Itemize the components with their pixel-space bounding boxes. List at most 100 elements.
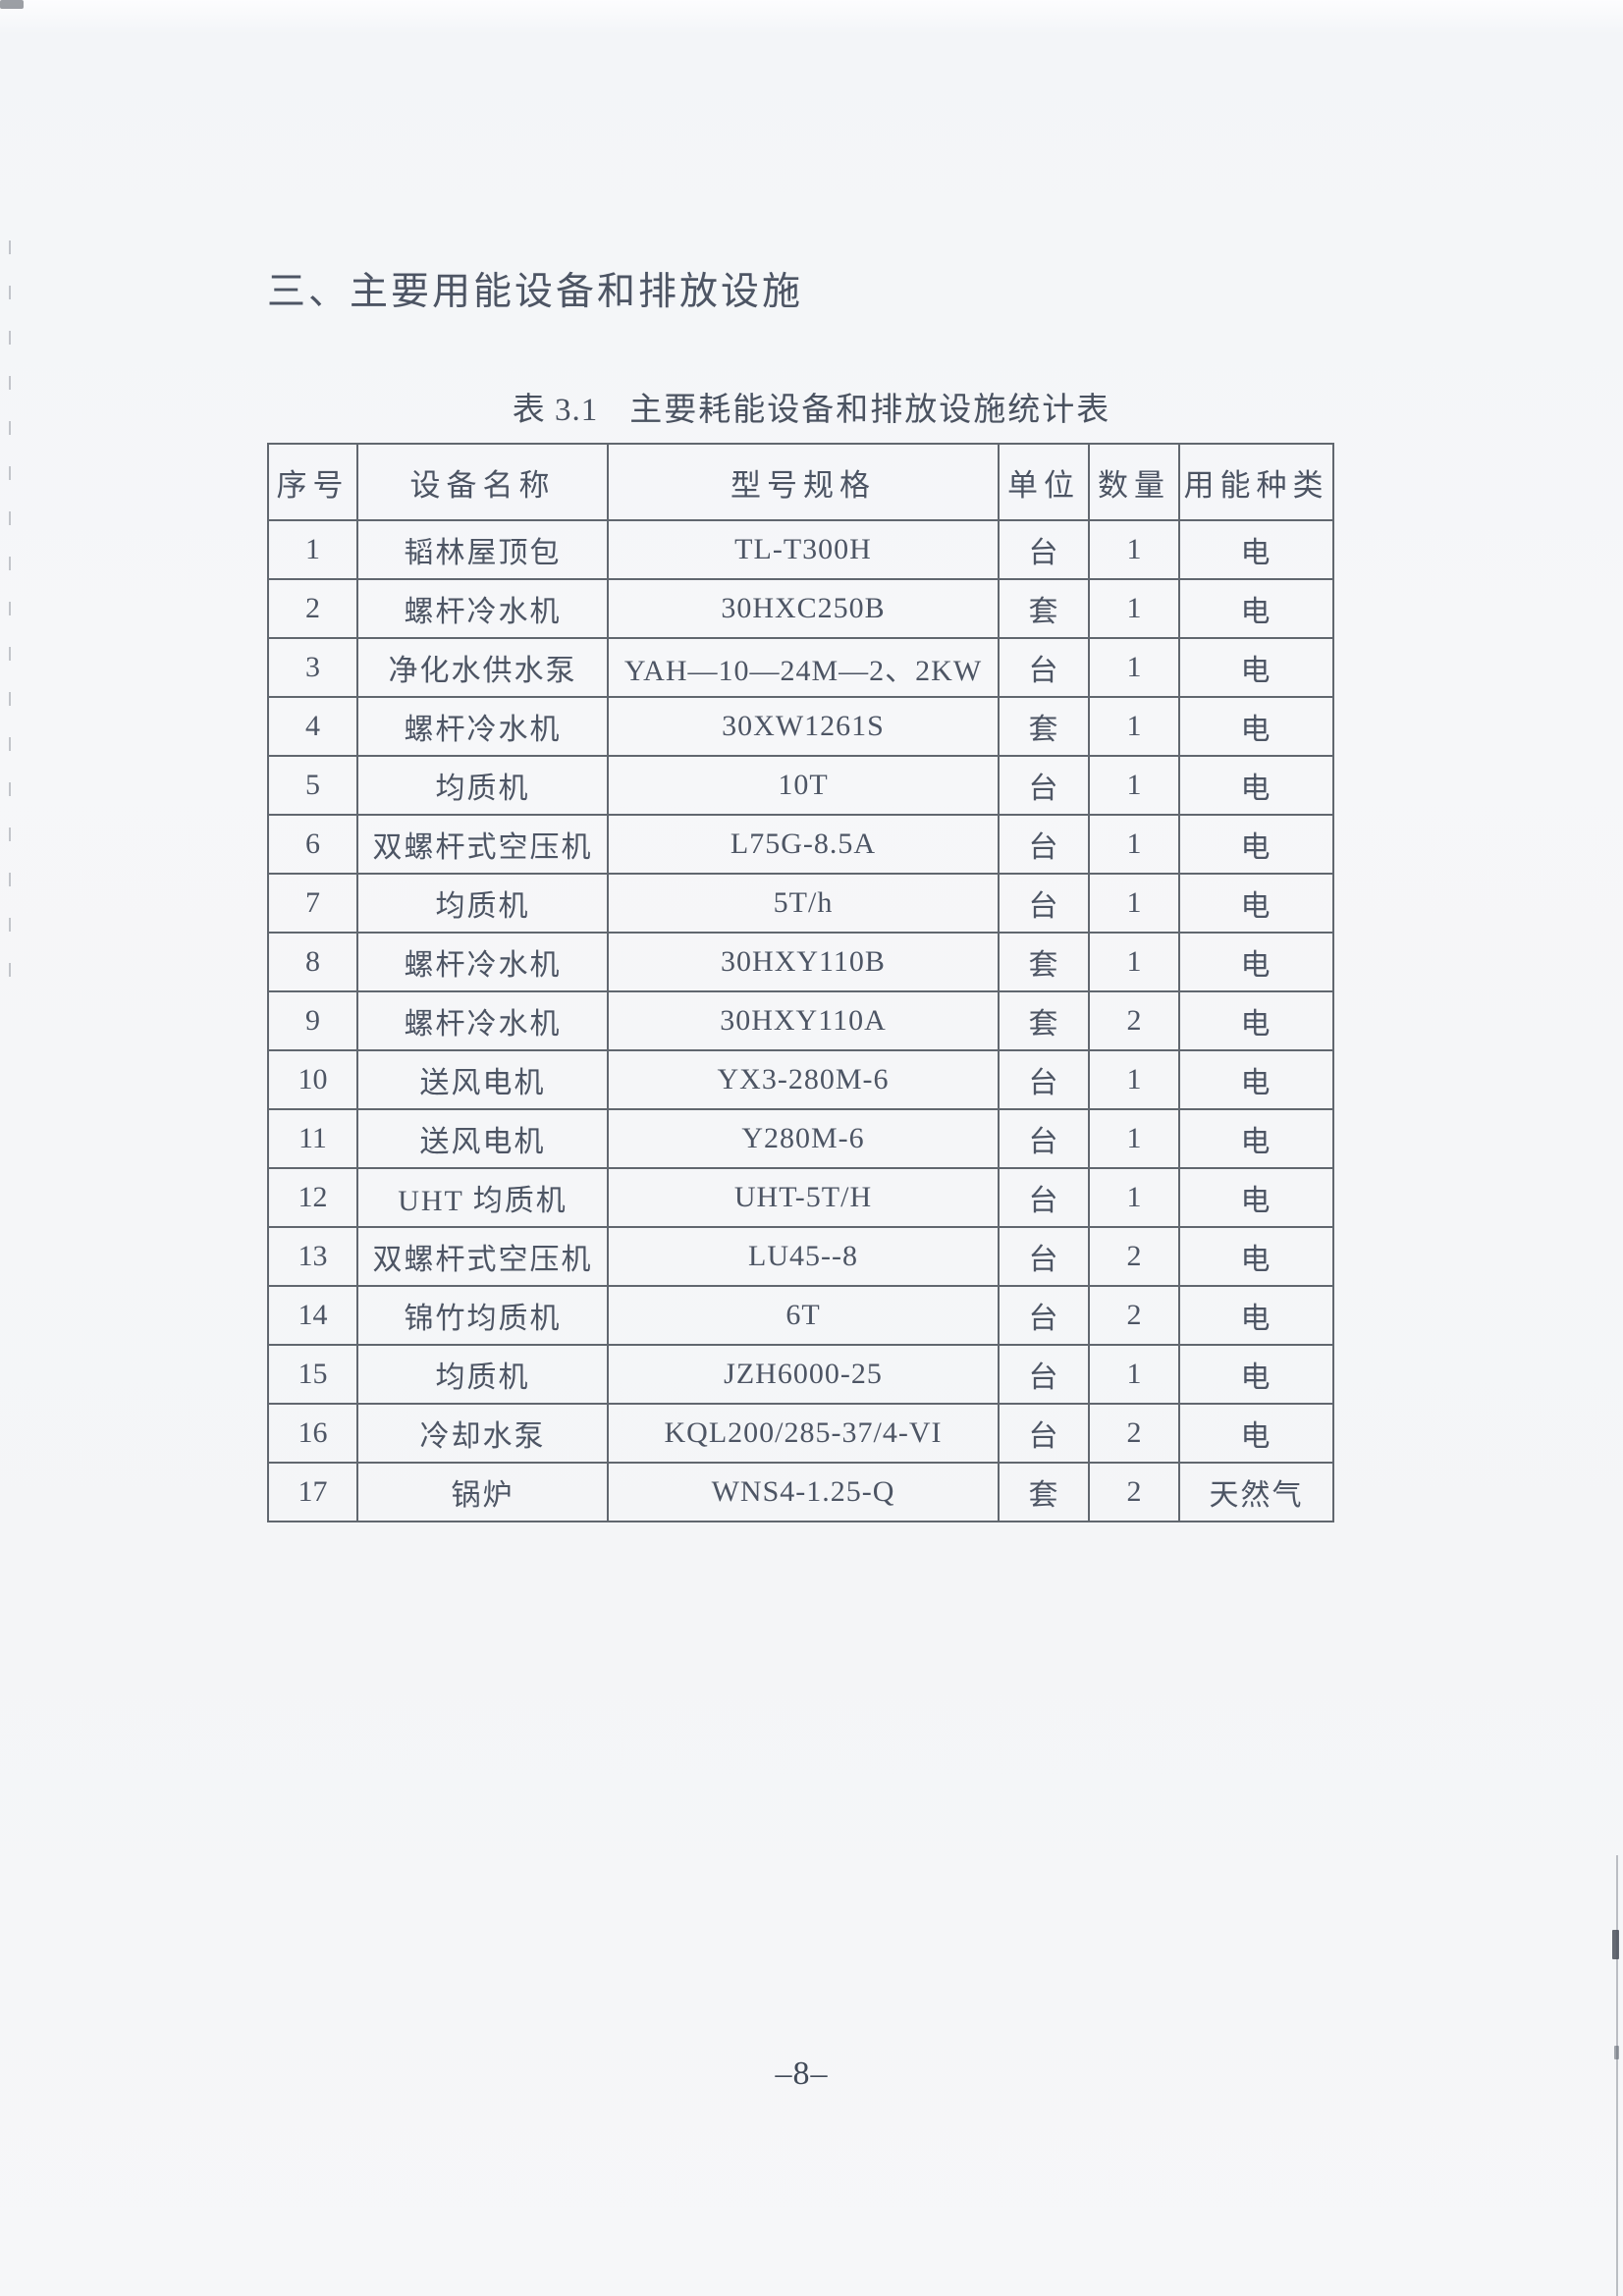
table-cell: 电: [1178, 696, 1334, 757]
table-cell: 电: [1178, 1403, 1334, 1464]
equipment-table: 序号 设备名称 型号规格 单位 数量 用能种类 1 韬林屋顶包 TL-T300H 台 1 电 2 螺杆冷…: [267, 443, 1334, 1522]
table-row: 13 双螺杆式空压机 LU45--8 台 2 电: [267, 1226, 1334, 1287]
column-header-3: 单位: [998, 443, 1090, 521]
table-cell: 螺杆冷水机: [356, 696, 609, 757]
table-cell: 天然气: [1178, 1462, 1334, 1522]
table-cell: 7: [267, 873, 358, 934]
table-row: 15 均质机 JZH6000-25 台 1 电: [267, 1344, 1334, 1405]
table-row: 9 螺杆冷水机 30HXY110A 套 2 电: [267, 990, 1334, 1051]
table-cell: 电: [1178, 637, 1334, 698]
table-cell: 套: [998, 932, 1090, 992]
table-cell: 1: [1088, 814, 1180, 875]
table-cell: 台: [998, 755, 1090, 816]
table-cell: 送风电机: [356, 1049, 609, 1110]
scan-speck-top-left: [0, 0, 24, 9]
table-cell: 2: [1088, 1285, 1180, 1346]
table-cell: 电: [1178, 1108, 1334, 1169]
table-cell: YX3-280M-6: [607, 1049, 1000, 1110]
table-cell: TL-T300H: [607, 519, 1000, 580]
table-cell: 均质机: [356, 873, 609, 934]
table-cell: UHT-5T/H: [607, 1167, 1000, 1228]
table-cell: 均质机: [356, 755, 609, 816]
table-row: 7 均质机 5T/h 台 1 电: [267, 873, 1334, 934]
table-cell: 螺杆冷水机: [356, 932, 609, 992]
table-cell: 30HXC250B: [607, 578, 1000, 639]
table-cell: 8: [267, 932, 358, 992]
table-cell: 1: [1088, 755, 1180, 816]
table-cell: 1: [1088, 578, 1180, 639]
column-header-4: 数量: [1088, 443, 1180, 521]
scan-edge-right-line: [1616, 1855, 1618, 2296]
scan-edge-right-mark: [1612, 1930, 1619, 1959]
table-cell: 2: [1088, 990, 1180, 1051]
table-cell: 1: [1088, 873, 1180, 934]
table-cell: 1: [1088, 696, 1180, 757]
table-cell: 套: [998, 990, 1090, 1051]
table-caption: 表 3.1 主要耗能设备和排放设施统计表: [0, 383, 1623, 430]
table-cell: 14: [267, 1285, 358, 1346]
table-cell: UHT 均质机: [356, 1167, 609, 1228]
table-cell: 1: [267, 519, 358, 580]
table-cell: 1: [1088, 519, 1180, 580]
table-row: 8 螺杆冷水机 30HXY110B 套 1 电: [267, 932, 1334, 992]
table-cell: 双螺杆式空压机: [356, 1226, 609, 1287]
table-cell: JZH6000-25: [607, 1344, 1000, 1405]
table-cell: YAH—10—24M—2、2KW: [607, 637, 1000, 698]
table-cell: 套: [998, 1462, 1090, 1522]
table-cell: 13: [267, 1226, 358, 1287]
table-cell: 30HXY110A: [607, 990, 1000, 1051]
table-row: 3 净化水供水泵 YAH—10—24M—2、2KW 台 1 电: [267, 637, 1334, 698]
table-row: 14 锦竹均质机 6T 台 2 电: [267, 1285, 1334, 1346]
equipment-table-head: 序号 设备名称 型号规格 单位 数量 用能种类: [267, 443, 1334, 521]
table-cell: 1: [1088, 1049, 1180, 1110]
table-cell: 2: [1088, 1462, 1180, 1522]
table-cell: L75G-8.5A: [607, 814, 1000, 875]
table-cell: 台: [998, 1049, 1090, 1110]
table-cell: 30XW1261S: [607, 696, 1000, 757]
table-cell: 台: [998, 519, 1090, 580]
table-cell: 台: [998, 1285, 1090, 1346]
table-cell: 电: [1178, 578, 1334, 639]
table-cell: 螺杆冷水机: [356, 990, 609, 1051]
table-cell: 均质机: [356, 1344, 609, 1405]
page-number: –8–: [775, 2056, 829, 2092]
table-cell: 台: [998, 1226, 1090, 1287]
column-header-5: 用能种类: [1178, 443, 1334, 521]
table-caption-title: 主要耗能设备和排放设施统计表: [629, 393, 1111, 428]
table-cell: KQL200/285-37/4-VI: [607, 1403, 1000, 1464]
table-cell: 电: [1178, 932, 1334, 992]
table-row: 1 韬林屋顶包 TL-T300H 台 1 电: [267, 519, 1334, 580]
table-cell: LU45--8: [607, 1226, 1000, 1287]
table-cell: 电: [1178, 873, 1334, 934]
table-cell: 15: [267, 1344, 358, 1405]
table-cell: 台: [998, 1403, 1090, 1464]
table-row: 10 送风电机 YX3-280M-6 台 1 电: [267, 1049, 1334, 1110]
table-cell: 韬林屋顶包: [356, 519, 609, 580]
table-cell: 6T: [607, 1285, 1000, 1346]
table-cell: 1: [1088, 637, 1180, 698]
table-cell: 冷却水泵: [356, 1403, 609, 1464]
table-row: 2 螺杆冷水机 30HXC250B 套 1 电: [267, 578, 1334, 639]
table-row: 6 双螺杆式空压机 L75G-8.5A 台 1 电: [267, 814, 1334, 875]
table-cell: 电: [1178, 519, 1334, 580]
table-cell: 套: [998, 696, 1090, 757]
table-cell: 10: [267, 1049, 358, 1110]
table-row: 4 螺杆冷水机 30XW1261S 套 1 电: [267, 696, 1334, 757]
table-cell: 电: [1178, 1226, 1334, 1287]
equipment-table-body: 1 韬林屋顶包 TL-T300H 台 1 电 2 螺杆冷水机 30HXC250B 套 1 电 3 净化水供…: [267, 519, 1334, 1522]
table-cell: 电: [1178, 755, 1334, 816]
column-header-0: 序号: [267, 443, 358, 521]
table-cell: 电: [1178, 1167, 1334, 1228]
table-cell: 2: [1088, 1403, 1180, 1464]
table-cell: 5: [267, 755, 358, 816]
scan-edge-right-mark: [1614, 2046, 1619, 2059]
table-cell: 10T: [607, 755, 1000, 816]
table-cell: 台: [998, 1108, 1090, 1169]
table-cell: 1: [1088, 1108, 1180, 1169]
table-cell: 锦竹均质机: [356, 1285, 609, 1346]
table-cell: 螺杆冷水机: [356, 578, 609, 639]
table-caption-number: 表 3.1: [512, 393, 599, 428]
table-cell: 16: [267, 1403, 358, 1464]
table-cell: 11: [267, 1108, 358, 1169]
